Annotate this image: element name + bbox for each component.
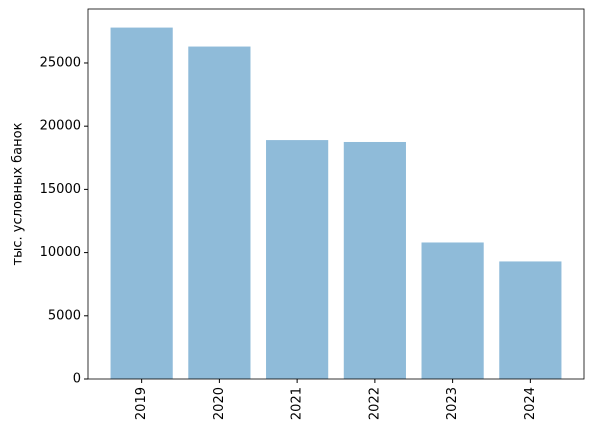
bar [499,261,562,379]
y-tick-label: 0 [73,372,81,387]
y-tick-label: 20000 [40,119,81,134]
y-tick-label: 10000 [40,245,81,260]
bar [266,140,329,379]
y-tick-label: 5000 [48,308,81,323]
bar [188,46,251,380]
x-tick-label: 2024 [523,387,538,420]
x-tick-label: 2021 [290,387,305,420]
plot-frame [87,8,585,380]
x-tick-label: 2023 [445,387,460,420]
bar [110,27,173,380]
y-tick-label: 15000 [40,182,81,197]
x-tick-label: 2022 [367,387,382,420]
x-tick-label: 2020 [212,387,227,420]
bar [421,242,484,379]
bar [343,141,406,379]
x-tick-label: 2019 [134,387,149,420]
y-tick-label: 25000 [40,55,81,70]
y-axis-label: тыс. условных банок [11,122,26,265]
